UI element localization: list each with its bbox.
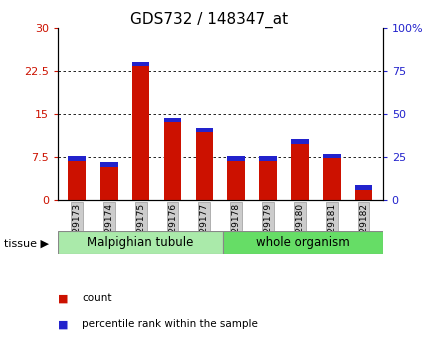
Bar [196, 128, 213, 132]
Bar [259, 156, 277, 161]
Bar [223, 231, 383, 254]
Text: count: count [82, 294, 112, 303]
Text: ■: ■ [58, 294, 69, 303]
Text: tissue ▶: tissue ▶ [4, 238, 49, 248]
Bar [196, 132, 213, 200]
Bar [58, 231, 223, 254]
Bar [68, 161, 86, 200]
Bar [291, 144, 309, 200]
Bar [227, 161, 245, 200]
Bar [164, 118, 181, 122]
Text: ■: ■ [58, 319, 69, 329]
Bar [291, 139, 309, 144]
Bar [227, 156, 245, 161]
Bar [259, 161, 277, 200]
Bar [323, 154, 340, 158]
Bar [323, 158, 340, 200]
Bar [68, 156, 86, 161]
Bar [100, 162, 117, 167]
Bar [355, 190, 372, 200]
Bar [164, 122, 181, 200]
Bar [100, 167, 117, 200]
Text: percentile rank within the sample: percentile rank within the sample [82, 319, 258, 329]
Text: Malpighian tubule: Malpighian tubule [88, 236, 194, 249]
Bar [132, 66, 150, 200]
Text: GDS732 / 148347_at: GDS732 / 148347_at [130, 12, 288, 28]
Text: whole organism: whole organism [256, 236, 350, 249]
Bar [132, 61, 150, 66]
Bar [355, 185, 372, 190]
